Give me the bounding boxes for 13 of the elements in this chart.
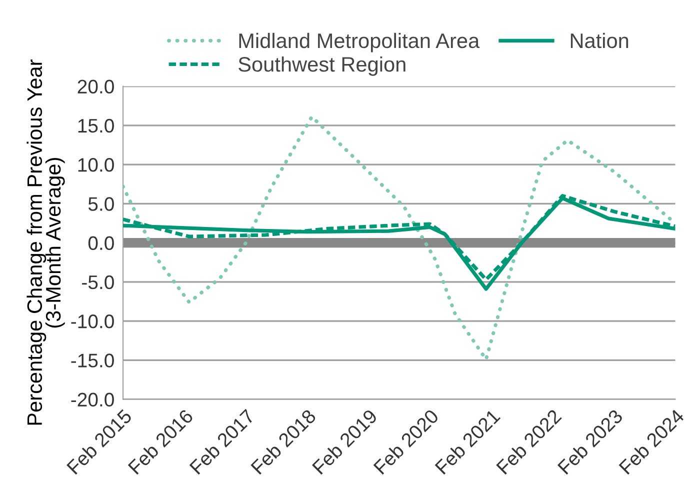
legend-label: Southwest Region — [238, 56, 406, 76]
y-tick-label: -5.0 — [82, 275, 114, 290]
y-tick-label: 20.0 — [78, 80, 114, 94]
y-tick-label: 15.0 — [78, 118, 114, 133]
y-tick-label: -15.0 — [71, 354, 114, 368]
y-tick-label: -20.0 — [71, 392, 114, 407]
y-tick-label: 5.0 — [88, 197, 114, 211]
legend-label: Midland Metropolitan Area — [239, 32, 480, 52]
y-tick-label: 0.0 — [88, 236, 114, 250]
y-tick-label: 10.0 — [78, 158, 114, 172]
legend-label: Nation — [570, 32, 628, 48]
y-tick-label: -10.0 — [71, 314, 114, 328]
y-axis-title: Percentage Change from Previous Year (3-Month Average) — [26, 60, 65, 425]
